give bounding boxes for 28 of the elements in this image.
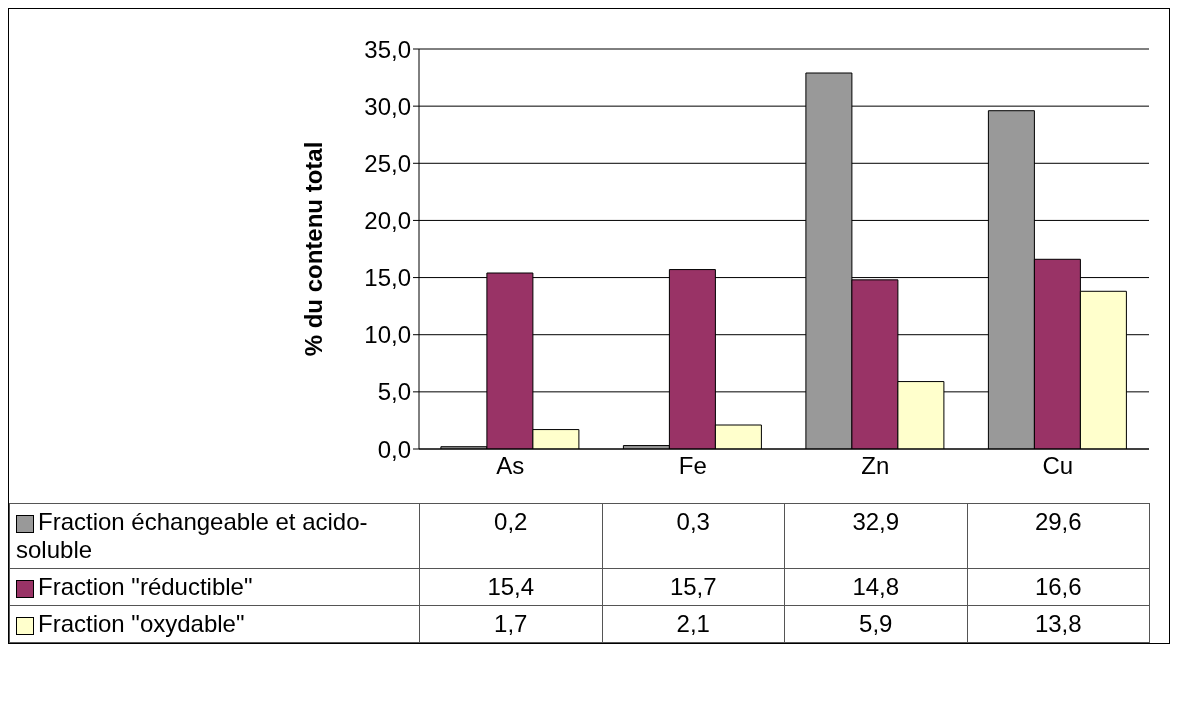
data-label: 0,3 — [602, 503, 785, 569]
y-tick-label: 0,0 — [377, 435, 411, 463]
legend-label: Fraction échangeable et acido-soluble — [16, 508, 368, 563]
y-axis-title: % du contenu total — [299, 141, 327, 357]
y-tick-label: 30,0 — [364, 92, 411, 120]
y-tick-label: 10,0 — [364, 321, 411, 349]
data-label: 15,7 — [602, 568, 785, 606]
y-tick-label: 25,0 — [364, 149, 411, 177]
data-label: 14,8 — [784, 568, 967, 606]
legend-label: Fraction "réductible" — [38, 573, 253, 600]
x-tick-label: Zn — [861, 452, 890, 480]
data-label: 29,6 — [967, 503, 1150, 569]
data-label: 15,4 — [419, 568, 602, 606]
data-label: 32,9 — [784, 503, 967, 569]
data-label: 13,8 — [967, 605, 1150, 643]
y-tick-label: 20,0 — [364, 206, 411, 234]
y-tick-label: 5,0 — [377, 378, 411, 406]
data-label: 2,1 — [602, 605, 785, 643]
data-label: 0,2 — [419, 503, 602, 569]
x-tick-label: As — [496, 452, 525, 480]
data-label: 5,9 — [784, 605, 967, 643]
x-tick-label: Cu — [1042, 452, 1074, 480]
legend-label: Fraction "oxydable" — [38, 610, 245, 637]
data-label: 1,7 — [419, 605, 602, 643]
x-tick-label: Fe — [678, 452, 707, 480]
y-tick-label: 35,0 — [364, 35, 411, 63]
data-label: 16,6 — [967, 568, 1150, 606]
y-tick-label: 15,0 — [364, 264, 411, 292]
